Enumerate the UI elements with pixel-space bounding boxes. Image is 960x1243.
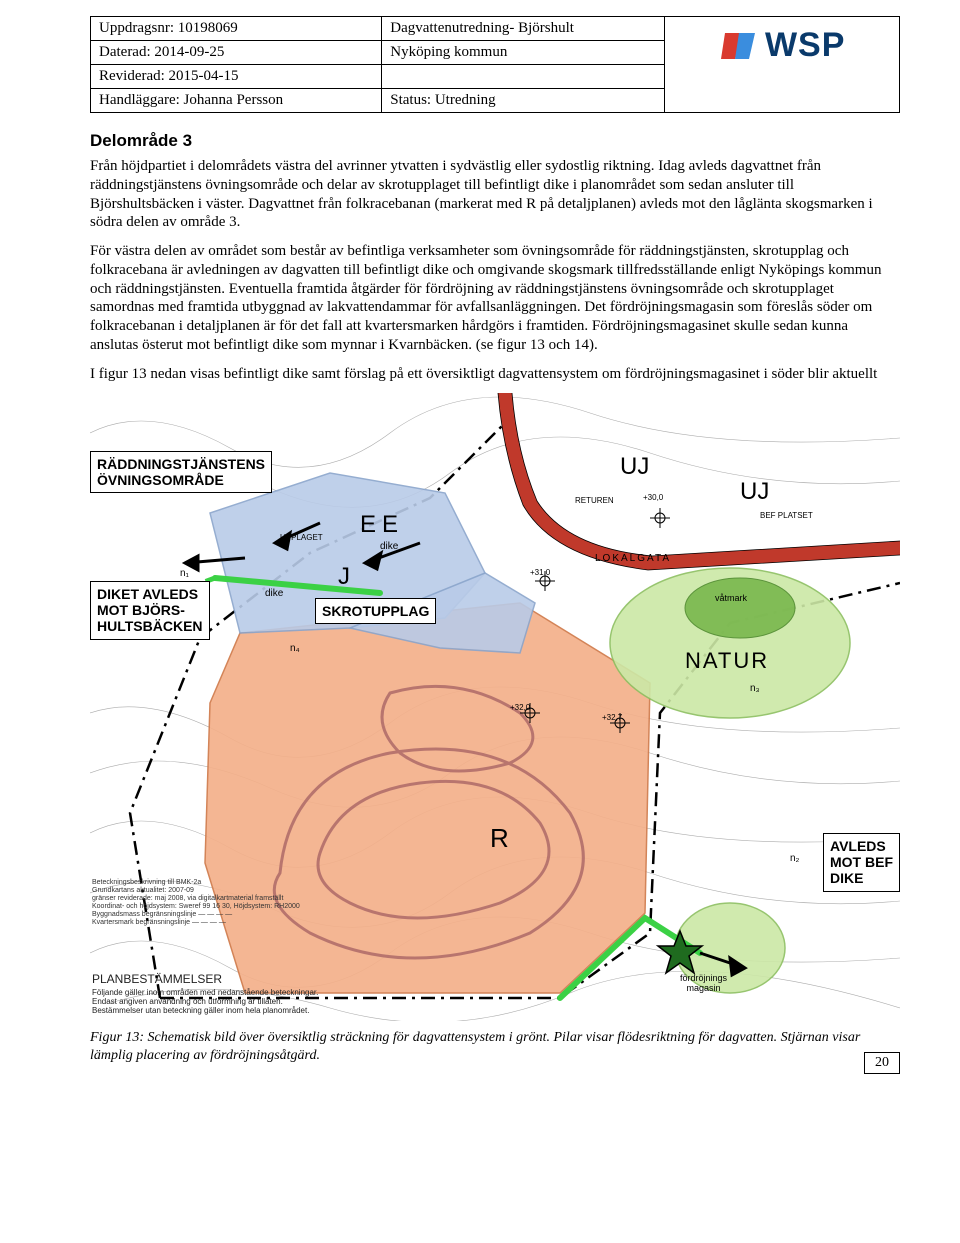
legend-l5: Byggnadsmass begränsningslinje — — — —	[92, 911, 347, 919]
header-empty	[382, 65, 665, 89]
page-number: 20	[864, 1052, 900, 1074]
label-n1: n₁	[180, 568, 189, 579]
header-reviderad: Reviderad: 2015-04-15	[91, 65, 382, 89]
header-handlaggare: Handläggare: Johanna Persson	[91, 89, 382, 113]
label-r: R	[490, 823, 509, 854]
body-text: Från höjdpartiet i delområdets västra de…	[90, 157, 900, 383]
callout-raddning: RÄDDNINGSTJÄNSTENS ÖVNINGSOMRÅDE	[90, 451, 272, 493]
header-title1: Dagvattenutredning- Björshult	[382, 17, 665, 41]
label-vatmark: våtmark	[715, 593, 747, 603]
label-befplatset: BEF PLATSET	[760, 511, 813, 520]
label-upplaget: UPPLAGET	[280, 533, 323, 542]
legend-l3: gränser reviderade: maj 2008, via digita…	[92, 895, 347, 903]
header-daterad: Daterad: 2014-09-25	[91, 41, 382, 65]
section-title: Delområde 3	[90, 131, 900, 151]
legend-text-box: Beteckningsbeskrivning till BMK-2a Grund…	[92, 879, 347, 927]
paragraph-3: I figur 13 nedan visas befintligt dike s…	[90, 365, 900, 384]
figure-13-map: RÄDDNINGSTJÄNSTENS ÖVNINGSOMRÅDE DIKET A…	[90, 393, 900, 1021]
label-n3: n₃	[750, 683, 760, 694]
label-uj2: UJ	[740, 478, 769, 506]
legend-l4: Koordinat- och höjdsystem: Sweref 99 16 …	[92, 903, 347, 911]
paragraph-1: Från höjdpartiet i delområdets västra de…	[90, 157, 900, 232]
label-n4: n₄	[290, 643, 300, 654]
header-logo-cell: WSP	[665, 17, 900, 113]
header-status: Status: Utredning	[382, 89, 665, 113]
planbest-title: PLANBESTÄMMELSER	[92, 972, 392, 986]
callout-avleds: AVLEDS MOT BEF DIKE	[823, 833, 900, 891]
label-dike1: dike	[380, 541, 398, 552]
planbest-l3: Bestämmelser utan beteckning gäller inom…	[92, 1006, 392, 1015]
label-uj1: UJ	[620, 453, 649, 481]
header-uppdrag: Uppdragsnr: 10198069	[91, 17, 382, 41]
wsp-logo: WSP	[673, 20, 891, 71]
planbestammelser-block: PLANBESTÄMMELSER Följande gäller inom om…	[92, 972, 392, 1016]
label-p327: +32,7	[602, 713, 622, 722]
label-p310: +31,0	[530, 568, 550, 577]
planbest-l1: Följande gäller inom områden med nedanst…	[92, 988, 392, 997]
header-title2: Nyköping kommun	[382, 41, 665, 65]
label-e1: E	[360, 511, 376, 539]
legend-l6: Kvartersmark begränsningslinje — — — —	[92, 919, 347, 927]
figure-caption: Figur 13: Schematisk bild över översiktl…	[90, 1029, 900, 1064]
label-e2: E	[382, 511, 398, 539]
label-fordroj: fördröjnings magasin	[680, 973, 727, 993]
label-p300: +30,0	[643, 493, 663, 502]
label-natur: NATUR	[685, 648, 769, 674]
paragraph-2: För västra delen av området som består a…	[90, 242, 900, 355]
label-p320: +32,0	[510, 703, 530, 712]
label-n2: n₂	[790, 853, 799, 864]
label-lokalgata: LOKALGATA	[595, 553, 671, 564]
legend-l2: Grundkartans aktualitet: 2007-09	[92, 887, 347, 895]
legend-l1: Beteckningsbeskrivning till BMK-2a	[92, 879, 347, 887]
callout-diket: DIKET AVLEDS MOT BJÖRS- HULTSBÄCKEN	[90, 581, 210, 639]
document-header-table: Uppdragsnr: 10198069 Dagvattenutredning-…	[90, 16, 900, 113]
label-j: J	[338, 563, 350, 591]
callout-skrotupplag: SKROTUPPLAG	[315, 598, 436, 624]
wsp-logo-icon	[719, 29, 759, 63]
planbest-l2: Endast angiven användning och utformning…	[92, 997, 392, 1006]
label-returen: RETUREN	[575, 496, 614, 505]
wsp-logo-text: WSP	[765, 26, 845, 65]
label-dike2: dike	[265, 588, 283, 599]
